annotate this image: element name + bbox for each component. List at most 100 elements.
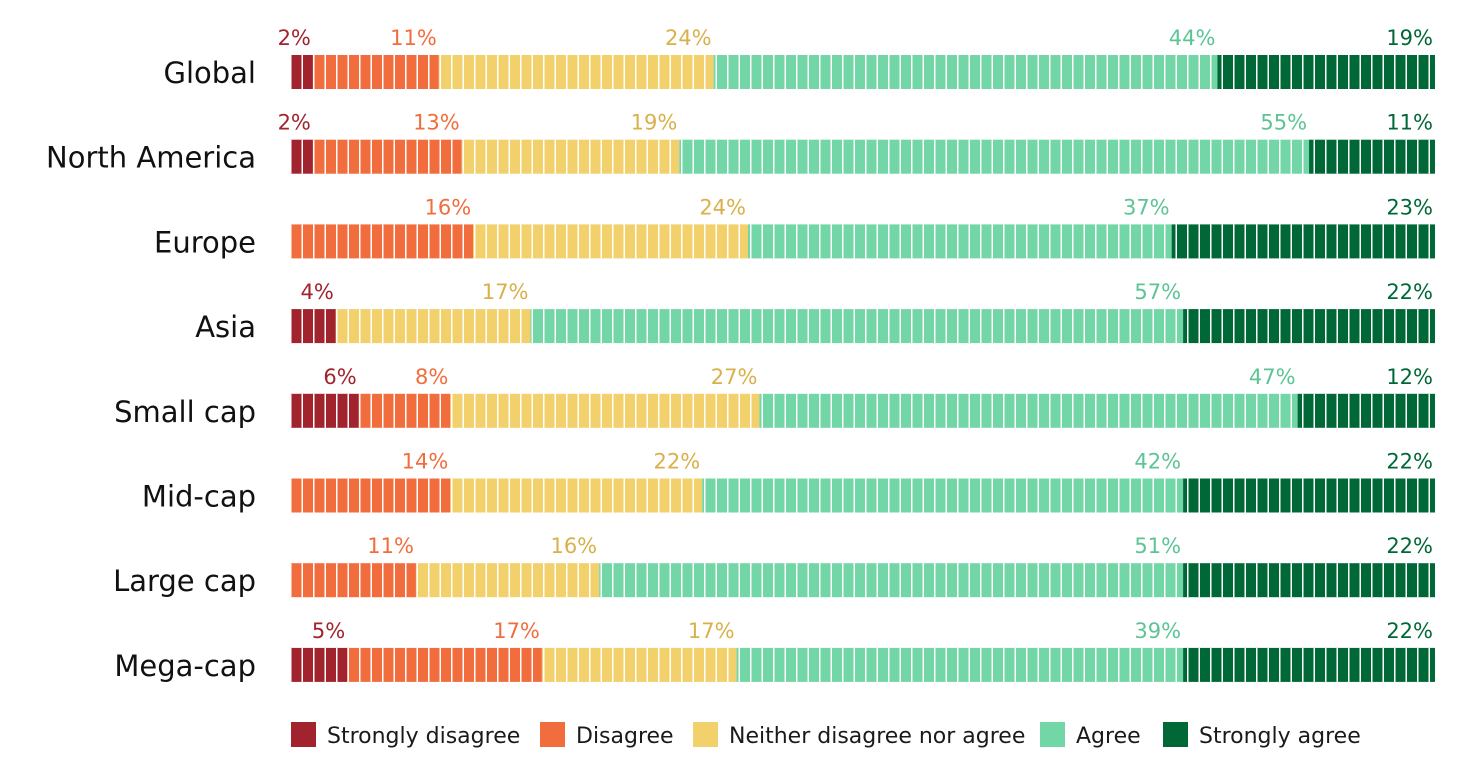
chart-row: Large cap 11% 16% 51% 22% (113, 534, 1435, 598)
data-label: 27% (711, 365, 758, 389)
bar-segment-stripes (1183, 478, 1435, 513)
data-label: 14% (402, 450, 449, 474)
category-label: North America (46, 141, 256, 175)
category-label: Global (163, 56, 256, 90)
data-label: 22% (1386, 534, 1433, 558)
bar-segment-stripes (290, 309, 336, 344)
bar-segment-stripes (748, 224, 1172, 259)
data-label: 2% (278, 111, 311, 135)
chart-row: Small cap 6% 8% 27% 47% 12% (114, 365, 1435, 429)
bar-segment-stripes (1309, 139, 1435, 174)
chart-rows: Global 2% 11% 24% 44% 19% North America 2% 13% 19… (46, 26, 1435, 683)
bar-segment-stripes (450, 478, 703, 513)
bar-segment-stripes (759, 393, 1298, 428)
data-label: 24% (665, 26, 712, 50)
category-label: Mid-cap (142, 480, 256, 514)
bar-segment-stripes (702, 478, 1184, 513)
legend-item: Strongly disagree (291, 722, 520, 749)
legend-swatch (1163, 722, 1188, 747)
bar-segment-stripes (438, 55, 714, 89)
chart-legend: Strongly disagree Disagree Neither disagre… (291, 722, 1361, 749)
chart-row: Mega-cap 5% 17% 17% 39% 22% (114, 619, 1435, 683)
data-label: 12% (1386, 365, 1433, 389)
data-label: 6% (323, 365, 356, 389)
data-label: 22% (654, 450, 701, 474)
bar-segment-stripes (347, 647, 542, 682)
bar-segment-stripes (290, 224, 474, 259)
data-label: 2% (278, 26, 311, 50)
data-label: 22% (1386, 280, 1433, 304)
chart-row: Global 2% 11% 24% 44% 19% (163, 26, 1435, 90)
data-label: 11% (1386, 111, 1433, 135)
category-label: Europe (154, 225, 256, 259)
data-label: 8% (415, 365, 448, 389)
bar-segment-stripes (290, 139, 313, 174)
bar-segment-stripes (450, 393, 760, 428)
bar-segment-stripes (736, 647, 1184, 682)
legend-label: Disagree (576, 724, 674, 749)
data-label: 37% (1123, 195, 1170, 219)
data-label: 47% (1249, 365, 1296, 389)
data-label: 19% (1386, 26, 1433, 50)
data-label: 57% (1134, 280, 1181, 304)
data-label: 42% (1134, 450, 1181, 474)
legend-item: Disagree (540, 722, 674, 749)
legend-swatch (693, 722, 718, 747)
legend-swatch (1040, 722, 1065, 747)
data-label: 55% (1260, 111, 1307, 135)
bar-segment-stripes (415, 563, 600, 598)
category-label: Asia (195, 310, 256, 344)
data-label: 22% (1386, 450, 1433, 474)
bar-segment-stripes (713, 55, 1218, 89)
legend-item: Strongly agree (1163, 722, 1361, 749)
data-label: 11% (367, 534, 414, 558)
bar-segment-stripes (599, 563, 1184, 598)
data-label: 4% (300, 280, 333, 304)
bar-segment-stripes (358, 393, 451, 428)
legend-label: Strongly agree (1199, 724, 1361, 749)
data-label: 24% (699, 195, 746, 219)
bar-segment-stripes (679, 139, 1310, 174)
bar-segment-stripes (473, 224, 748, 259)
data-label: 17% (688, 619, 735, 643)
data-label: 17% (482, 280, 529, 304)
category-label: Small cap (114, 395, 256, 429)
bar-segment-stripes (312, 55, 439, 89)
bar-segment-stripes (1171, 224, 1435, 259)
bar-segment-stripes (1183, 647, 1435, 682)
bar-segment-stripes (290, 393, 359, 428)
data-label: 39% (1134, 619, 1181, 643)
bar-segment-stripes (530, 309, 1184, 344)
legend-label: Agree (1076, 724, 1141, 749)
legend-label: Neither disagree nor agree (729, 724, 1025, 749)
data-label: 16% (425, 195, 472, 219)
bar-segment-stripes (541, 647, 737, 682)
legend-swatch (291, 722, 316, 747)
chart-row: North America 2% 13% 19% 55% 11% (46, 111, 1435, 175)
data-label: 16% (550, 534, 597, 558)
legend-item: Neither disagree nor agree (693, 722, 1025, 749)
bar-segment-stripes (461, 139, 680, 174)
bar-segment-stripes (290, 563, 416, 598)
data-label: 13% (413, 111, 460, 135)
data-label: 5% (312, 619, 345, 643)
data-label: 11% (390, 26, 437, 50)
bar-segment-stripes (1183, 563, 1435, 598)
bar-segment-stripes (1183, 309, 1435, 344)
bar-segment-stripes (290, 55, 313, 89)
chart-row: Europe 16% 24% 37% 23% (154, 195, 1435, 259)
data-label: 19% (631, 111, 678, 135)
legend-item: Agree (1040, 722, 1141, 749)
bar-segment-stripes (290, 478, 451, 513)
data-label: 44% (1169, 26, 1216, 50)
category-label: Large cap (113, 564, 256, 598)
data-label: 23% (1386, 195, 1433, 219)
bar-segment-stripes (1297, 393, 1435, 428)
legend-label: Strongly disagree (327, 724, 520, 749)
data-label: 17% (493, 619, 540, 643)
category-label: Mega-cap (114, 649, 256, 683)
chart-row: Mid-cap 14% 22% 42% 22% (142, 450, 1435, 514)
legend-swatch (540, 722, 565, 747)
bar-segment-stripes (1217, 55, 1435, 89)
